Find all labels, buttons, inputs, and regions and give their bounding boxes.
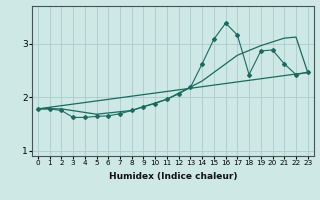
X-axis label: Humidex (Indice chaleur): Humidex (Indice chaleur) xyxy=(108,172,237,181)
